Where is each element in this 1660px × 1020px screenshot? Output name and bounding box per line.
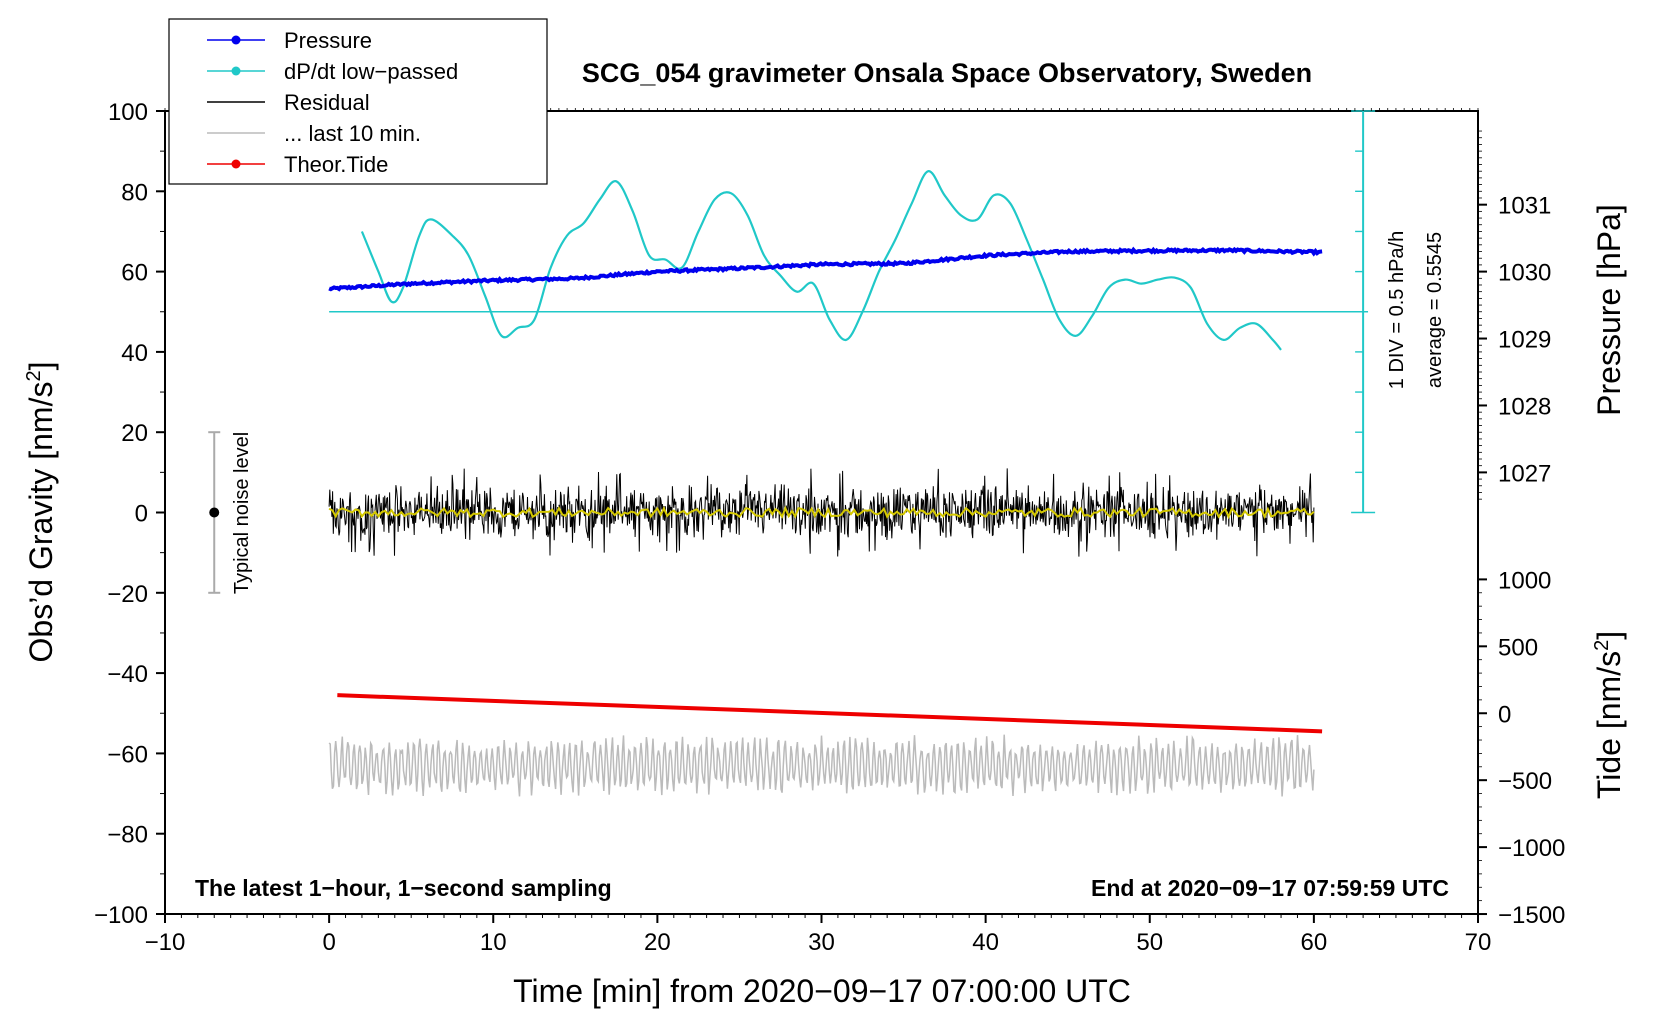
pressure-tick-label: 1029 [1498, 327, 1551, 354]
last-10-min-series [328, 734, 1315, 797]
y-tick-label-left: 100 [108, 99, 148, 126]
y-axis-label-tide-end: ] [1591, 631, 1627, 640]
last-10-min-line [328, 734, 1315, 797]
dpdt-average-label: average = 0.5545 [1424, 232, 1446, 388]
axes: −10 0 10 20 30 40 50 60 70100806040200−20−40−60−… [94, 99, 1565, 956]
y-axis-label-left-sup: 2 [23, 370, 45, 381]
y-axis-label-left-end: ] [23, 362, 59, 371]
y-tick-label-left: −40 [107, 661, 148, 688]
y-tick-label-left: 40 [121, 340, 148, 367]
y-tick-label-left: 60 [121, 260, 148, 287]
y-tick-label-left: 80 [121, 179, 148, 206]
residual-line [328, 468, 1315, 557]
y-tick-label-left: 0 [135, 501, 148, 528]
legend-label: Pressure [284, 28, 372, 53]
x-tick-label: 20 [644, 929, 671, 956]
y-tick-label-left: −80 [107, 822, 148, 849]
y-axis-label-tide-sup: 2 [1591, 640, 1613, 651]
x-tick-label: 10 [480, 929, 507, 956]
legend-marker [231, 35, 241, 45]
y-axis-label-left-main: Obs’d Gravity [nm/s [23, 382, 59, 663]
x-axis-label: Time [min] from 2020−09−17 07:00:00 UTC [513, 973, 1131, 1009]
y-tick-label-left: −60 [107, 741, 148, 768]
x-tick-label: 60 [1301, 929, 1328, 956]
legend-label: dP/dt low−passed [284, 59, 458, 84]
residual-series [328, 468, 1315, 557]
dpdt-div-label: 1 DIV = 0.5 hPa/h [1386, 231, 1408, 389]
legend-label: Theor.Tide [284, 152, 388, 177]
x-tick-label: −10 [145, 929, 186, 956]
x-tick-label: 30 [808, 929, 835, 956]
dpdt-series-line [360, 170, 1282, 351]
y-axis-label-tide: Tide [nm/s2] [1591, 631, 1627, 799]
annotation-left: The latest 1−hour, 1−second sampling [195, 875, 612, 901]
y-tick-label-left: −100 [94, 902, 148, 929]
pressure-tick-label: 1028 [1498, 393, 1551, 420]
legend: Pressure dP/dt low−passed Residual ... last… [168, 18, 548, 185]
y-tick-label-left: 20 [121, 420, 148, 447]
pressure-tick-label: 1030 [1498, 260, 1551, 287]
pressure-tick-label: 1027 [1498, 460, 1551, 487]
x-tick-label: 50 [1136, 929, 1163, 956]
y-axis-label-tide-main: Tide [nm/s [1591, 651, 1627, 799]
residual-smoothed-line [328, 505, 1315, 520]
tide-tick-label: 500 [1498, 634, 1538, 661]
y-axis-label-pressure: Pressure [hPa] [1591, 204, 1627, 416]
y-axis-label-left: Obs’d Gravity [nm/s2] [23, 362, 59, 663]
x-tick-label: 70 [1465, 929, 1492, 956]
tide-tick-label: 0 [1498, 701, 1511, 728]
legend-marker [231, 159, 241, 169]
pressure-tick-label: 1031 [1498, 193, 1551, 220]
noise-level-dot [209, 507, 220, 518]
x-tick-label: 40 [972, 929, 999, 956]
chart-title: SCG_054 gravimeter Onsala Space Observat… [582, 58, 1312, 88]
annotation-right: End at 2020−09−17 07:59:59 UTC [1091, 875, 1449, 901]
pressure-series-line [328, 246, 1323, 292]
legend-label: ... last 10 min. [284, 121, 421, 146]
noise-level-label: Typical noise level [231, 432, 253, 594]
y-tick-label-left: −20 [107, 581, 148, 608]
legend-marker [231, 66, 241, 76]
tide-tick-label: 1000 [1498, 567, 1551, 594]
tide-tick-label: −1000 [1498, 835, 1565, 862]
legend-label: Residual [284, 90, 370, 115]
x-tick-label: 0 [322, 929, 335, 956]
noise-level-marker: Typical noise level [208, 431, 253, 594]
tide-tick-label: −1500 [1498, 902, 1565, 929]
tide-tick-label: −500 [1498, 768, 1552, 795]
tide-series-line [337, 693, 1323, 734]
